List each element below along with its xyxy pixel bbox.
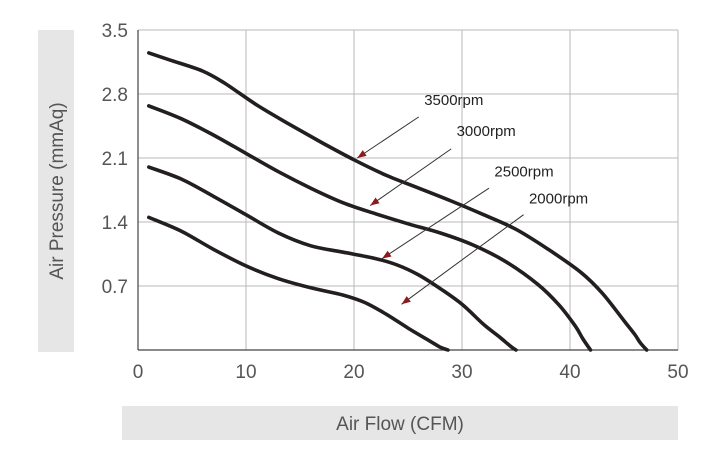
annotation-arrow-3000rpm bbox=[369, 148, 452, 206]
series-layer bbox=[147, 51, 649, 352]
y-tick-label: 2.8 bbox=[102, 85, 128, 106]
x-tick-label: 40 bbox=[559, 362, 580, 383]
tick-labels: 0 10 20 30 40 50 0.7 1.4 2.1 2.8 3.5 bbox=[102, 21, 689, 383]
axes bbox=[137, 30, 678, 351]
x-tick-label: 0 bbox=[133, 362, 144, 383]
y-axis-title: Air Pressure (mmAq) bbox=[47, 102, 68, 279]
y-tick-label: 1.4 bbox=[102, 213, 129, 234]
annotation-arrowhead-3500rpm bbox=[357, 150, 367, 158]
series-line-3500rpm bbox=[147, 51, 649, 352]
x-tick-label: 50 bbox=[667, 362, 688, 383]
annotation-arrowhead-2500rpm bbox=[382, 250, 392, 259]
series-line-3000rpm bbox=[147, 104, 593, 352]
annotation-label-3000rpm: 3000rpm bbox=[457, 123, 516, 140]
x-tick-label: 20 bbox=[343, 362, 364, 383]
annotation-arrow-2000rpm bbox=[401, 214, 524, 305]
annotation-arrow-3500rpm bbox=[356, 116, 420, 159]
y-tick-label: 2.1 bbox=[102, 149, 128, 170]
annotation-arrow-2500rpm bbox=[381, 187, 490, 259]
annotation-label-3500rpm: 3500rpm bbox=[424, 92, 483, 109]
y-tick-label: 3.5 bbox=[102, 21, 128, 42]
annotation-label-2000rpm: 2000rpm bbox=[529, 191, 588, 208]
y-tick-label: 0.7 bbox=[102, 277, 128, 298]
annotation-label-2500rpm: 2500rpm bbox=[494, 163, 553, 180]
series-line-2000rpm bbox=[147, 215, 450, 352]
annotation-arrowhead-2000rpm bbox=[401, 296, 411, 305]
xlabel-band bbox=[122, 406, 678, 440]
series-line-2500rpm bbox=[147, 165, 518, 352]
x-tick-label: 30 bbox=[451, 362, 472, 383]
x-tick-label: 10 bbox=[235, 362, 256, 383]
annotation-arrowhead-3000rpm bbox=[370, 197, 380, 206]
x-axis-title: Air Flow (CFM) bbox=[336, 414, 464, 435]
ylabel-band bbox=[38, 30, 74, 352]
annotations-layer: 3500rpm 3000rpm 2500rpm 2000rpm bbox=[356, 92, 588, 305]
